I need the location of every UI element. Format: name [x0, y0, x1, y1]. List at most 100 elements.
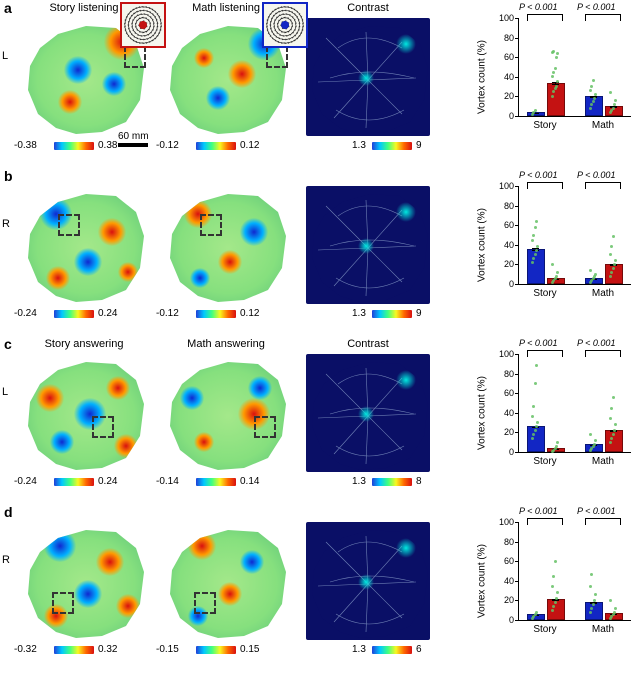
hotspot [358, 406, 374, 422]
hemi-label: L [2, 386, 8, 398]
colorbar [372, 646, 412, 654]
scatter-dot [589, 269, 592, 272]
scatter-dot [609, 417, 612, 420]
p-value: P < 0.001 [577, 2, 615, 12]
cbar-max: 0.24 [98, 476, 117, 487]
scale-label: 60 mm [118, 131, 149, 142]
scatter-dot [535, 220, 538, 223]
ytick-label: 20 [504, 427, 519, 437]
ytick-label: 60 [504, 220, 519, 230]
ytick-label: 40 [504, 576, 519, 586]
scatter-dot [551, 585, 554, 588]
sig-bracket [585, 350, 621, 357]
hotspot [58, 90, 82, 114]
ytick-label: 40 [504, 240, 519, 250]
column-title: Contrast [306, 2, 430, 14]
sig-bracket [527, 182, 563, 189]
colorbar [196, 310, 236, 318]
scatter-dot [593, 443, 596, 446]
ytick-label: 80 [504, 201, 519, 211]
p-value: P < 0.001 [519, 170, 557, 180]
hotspot [50, 430, 74, 454]
colorbar [372, 310, 412, 318]
cbar-max: 0.32 [98, 644, 117, 655]
hotspot [248, 376, 272, 400]
hotspot [106, 376, 130, 400]
errorbar [535, 113, 536, 114]
scatter-dot [532, 405, 535, 408]
hotspot [180, 386, 204, 410]
hotspot [74, 580, 102, 608]
hotspot [228, 60, 256, 88]
sig-bracket [585, 518, 621, 525]
scatter-dot [555, 85, 558, 88]
panel-tag: b [4, 168, 13, 184]
xtick-label: Story [525, 288, 565, 299]
ytick-label: 20 [504, 91, 519, 101]
cbar-max: 0.24 [98, 308, 117, 319]
hotspot [358, 238, 374, 254]
colorbar [196, 478, 236, 486]
ytick-label: 100 [499, 349, 519, 359]
cbar-min: 1.3 [352, 140, 366, 151]
vortex-count-chart: Vortex count (%)020406080100StoryP < 0.0… [486, 348, 634, 478]
scatter-dot [612, 267, 615, 270]
chart-plot: 020406080100StoryP < 0.001MathP < 0.001 [518, 354, 631, 453]
scatter-dot [614, 423, 617, 426]
vortex-center-dot [139, 21, 147, 29]
cbar-min: -0.14 [156, 476, 179, 487]
panel-c: cLStory answeringMath answeringContrast … [0, 336, 640, 504]
sig-bracket [585, 14, 621, 21]
panel-b: bR -0.240.24 -0.120.12 1.39Vortex count … [0, 168, 640, 336]
colorbar [54, 310, 94, 318]
chart-plot: 020406080100StoryP < 0.001MathP < 0.001 [518, 18, 631, 117]
scatter-dot [534, 226, 537, 229]
sig-bracket [527, 14, 563, 21]
scatter-dot [556, 271, 559, 274]
ytick-label: 100 [499, 13, 519, 23]
scatter-dot [594, 439, 597, 442]
scatter-dot [613, 611, 616, 614]
ytick-label: 80 [504, 369, 519, 379]
scatter-dot [609, 441, 612, 444]
scatter-dot [552, 605, 555, 608]
colorbar [196, 646, 236, 654]
scatter-dot [551, 263, 554, 266]
xtick-label: Math [583, 456, 623, 467]
p-value: P < 0.001 [519, 2, 557, 12]
contrast-map [306, 354, 430, 472]
column-title: Math answering [164, 338, 288, 350]
hotspot [74, 248, 102, 276]
scatter-dot [531, 437, 534, 440]
hotspot [194, 432, 214, 452]
scatter-dot [612, 396, 615, 399]
activity-map [164, 354, 288, 472]
ytick-label: 100 [499, 181, 519, 191]
scatter-dot [535, 425, 538, 428]
cbar-max: 0.14 [240, 476, 259, 487]
hotspot [240, 218, 268, 246]
scale-bar [118, 143, 148, 147]
panel-tag: a [4, 0, 12, 16]
scatter-dot [555, 275, 558, 278]
scatter-dot [552, 71, 555, 74]
p-value: P < 0.001 [519, 506, 557, 516]
scatter-dot [612, 107, 615, 110]
scatter-dot [612, 235, 615, 238]
hotspot [46, 266, 70, 290]
hemi-label: L [2, 50, 8, 62]
vortex-inset [120, 2, 166, 48]
hotspot [194, 48, 214, 68]
scatter-dot [609, 91, 612, 94]
sig-bracket [527, 518, 563, 525]
scatter-dot [555, 56, 558, 59]
panel-tag: d [4, 504, 13, 520]
vortex-count-chart: Vortex count (%)020406080100StoryP < 0.0… [486, 180, 634, 310]
scatter-dot [531, 239, 534, 242]
scatter-dot [554, 601, 557, 604]
sig-bracket [527, 350, 563, 357]
scatter-dot [613, 429, 616, 432]
scatter-dot [590, 85, 593, 88]
colorbar [372, 478, 412, 486]
hemi-label: R [2, 554, 10, 566]
